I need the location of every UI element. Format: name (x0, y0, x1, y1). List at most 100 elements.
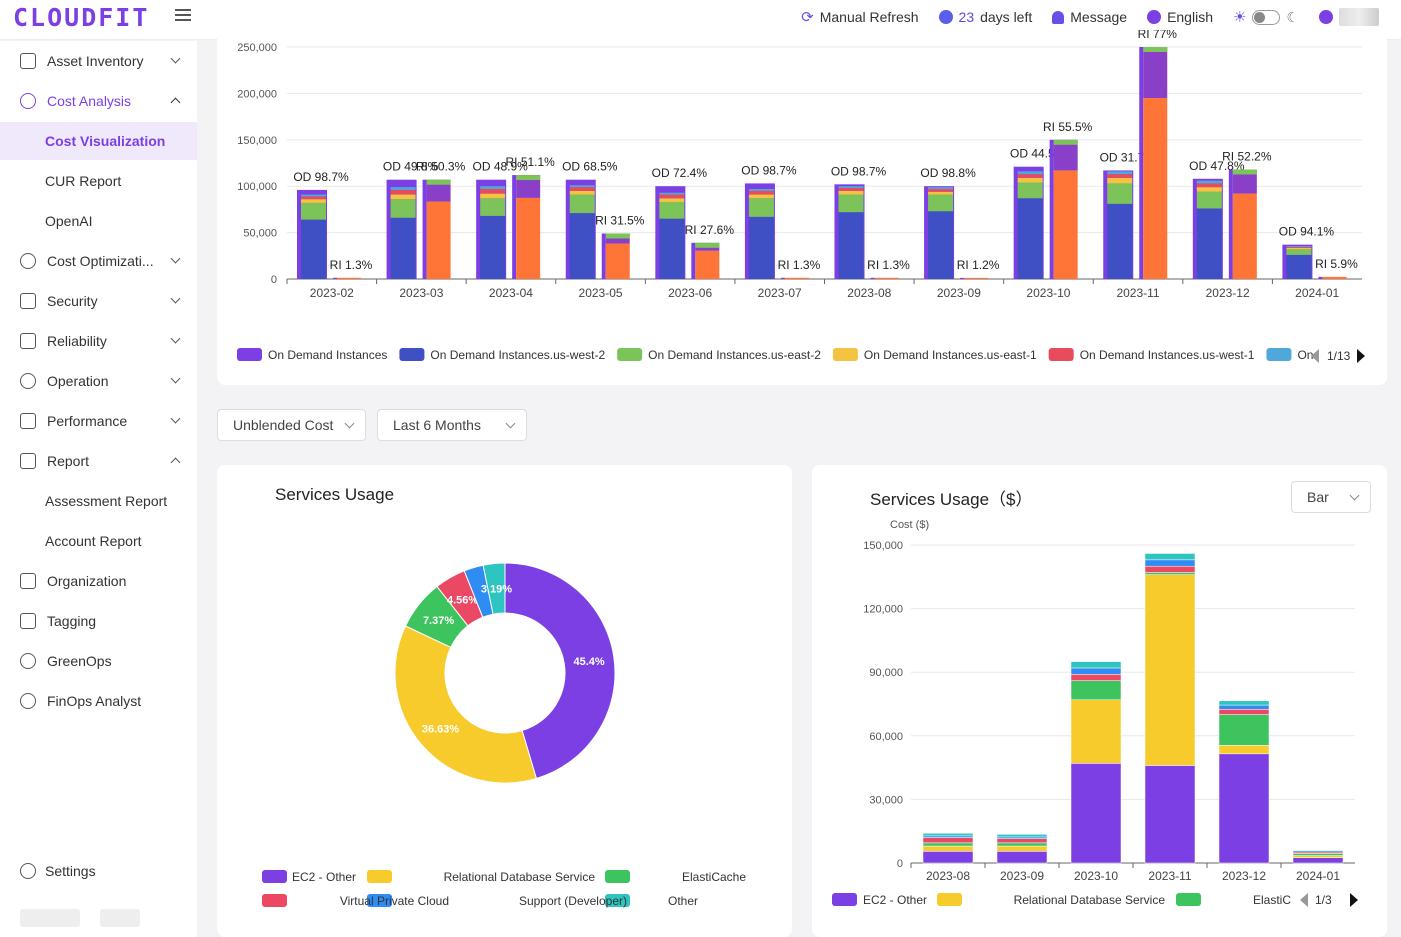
od-bar-segment (748, 198, 774, 217)
legend-label: On Demand Instances.us-east-1 (864, 348, 1037, 362)
sidebar-item-greenops[interactable]: GreenOps (0, 642, 197, 680)
sidebar-item-assessment-report[interactable]: Assessment Report (45, 493, 168, 509)
od-bar-segment (1196, 180, 1222, 184)
legend-swatch (617, 348, 643, 361)
username-redacted (1339, 8, 1379, 26)
app-logo[interactable]: CLOUDFIT (13, 3, 150, 32)
globe-icon (1147, 10, 1162, 24)
od-bar-segment (1017, 182, 1043, 199)
inventory-icon (20, 53, 36, 69)
card-title: Services Usage（$） (870, 490, 1033, 509)
od-bar-segment (748, 216, 774, 279)
manual-refresh-button[interactable]: ⟳ Manual Refresh (801, 8, 918, 26)
sidebar-item-report[interactable]: Report (0, 442, 197, 480)
ri-bar-edge (601, 233, 606, 279)
sidebar-item-cost-optimization[interactable]: Cost Optimizati... (0, 242, 197, 280)
od-bar-segment (1196, 208, 1222, 279)
sidebar-item-reliability[interactable]: Reliability (0, 322, 197, 360)
bar-segment (1070, 763, 1122, 864)
ri-od-stacked-bar-chart[interactable]: 0 50,000 100,000 150,000 200,000 250,000 2023-… (217, 27, 1387, 385)
chart-type-select[interactable]: Bar (1291, 481, 1371, 513)
ri-label: RI 27.6% (685, 223, 735, 237)
sidebar-item-cur-report[interactable]: CUR Report (45, 173, 122, 189)
sidebar-item-cost-analysis[interactable]: Cost Analysis (0, 82, 197, 120)
legend-label: On Demand Instances.us-east-2 (648, 348, 821, 362)
chevron-down-icon (170, 333, 181, 344)
sidebar-item-openai[interactable]: OpenAI (45, 213, 93, 229)
sidebar-item-account-report[interactable]: Account Report (45, 533, 142, 549)
sidebar-item-organization[interactable]: Organization (0, 562, 197, 600)
x-tick-label: 2023-10 (1074, 869, 1118, 883)
legend-swatch (1048, 348, 1074, 361)
cost-type-select[interactable]: Unblended Cost (217, 409, 366, 441)
od-bar-segment (1196, 191, 1222, 209)
cloud-icon (20, 373, 36, 389)
od-bar-segment (748, 194, 774, 199)
ri-label: RI 1.3% (778, 258, 821, 272)
bar-segment (996, 834, 1048, 838)
message-button[interactable]: Message (1052, 9, 1127, 25)
legend-swatch (605, 870, 630, 883)
sidebar-item-performance[interactable]: Performance (0, 402, 197, 440)
od-bar-segment (748, 188, 774, 191)
ri-label: RI 1.3% (330, 258, 373, 272)
od-bar-segment (1286, 246, 1312, 247)
sidebar-item-security[interactable]: Security (0, 282, 197, 320)
sidebar-item-settings[interactable]: Settings (0, 852, 197, 890)
ri-bar-segment (874, 277, 899, 279)
moon-icon: ☾ (1286, 8, 1299, 25)
legend-label: ElastiCache (682, 870, 746, 884)
period-select[interactable]: Last 6 Months (377, 409, 527, 441)
x-tick-label: 2023-11 (1116, 286, 1159, 300)
user-menu[interactable] (1319, 8, 1379, 26)
clock-icon (938, 10, 953, 24)
od-bar-segment (301, 194, 326, 197)
menu-toggle-icon[interactable] (175, 9, 191, 23)
theme-switcher[interactable]: ☀ ☾ (1232, 8, 1299, 27)
od-bar-segment (1107, 183, 1133, 204)
ri-bar-edge (422, 179, 427, 279)
bar-segment (996, 851, 1048, 864)
bar-segment (1218, 753, 1270, 864)
period-value: Last 6 Months (393, 417, 481, 433)
chevron-down-icon (505, 418, 516, 429)
services-usage-bar-card: Services Usage（$） Bar Cost ($) 0 30,000 60,… (812, 465, 1387, 937)
ri-bar-segment (784, 277, 809, 279)
sidebar-item-operation[interactable]: Operation (0, 362, 197, 400)
od-bar-segment (838, 188, 864, 191)
chevron-up-icon (170, 97, 181, 108)
od-bar-segment (1107, 171, 1133, 175)
bar-segment (996, 842, 1048, 847)
sidebar-item-tagging[interactable]: Tagging (0, 602, 197, 640)
ri-bar-segment (695, 242, 720, 248)
chevron-up-icon (170, 457, 181, 468)
od-bar-segment (928, 188, 954, 192)
legend-prev-icon (1311, 349, 1319, 363)
sidebar-item-label: Performance (47, 413, 128, 429)
sidebar-item-finops-analyst[interactable]: FinOps Analyst (0, 682, 197, 720)
od-bar-segment (928, 191, 954, 195)
message-label: Message (1070, 9, 1128, 25)
ri-bar-segment (1143, 98, 1168, 279)
od-bar-segment (301, 219, 326, 279)
bar-segment (1218, 700, 1270, 706)
chevron-down-icon (170, 293, 181, 304)
language-selector[interactable]: English (1147, 9, 1213, 25)
services-donut-chart[interactable]: 45.4% 36.63% 7.37% 4.56%3.19% EC2 - Other Rel… (217, 465, 792, 937)
od-bar-segment (659, 198, 685, 202)
ri-bar-segment (1143, 47, 1168, 99)
sidebar-item-asset-inventory[interactable]: Asset Inventory (0, 42, 197, 80)
ri-bar-edge (333, 277, 337, 279)
y-tick-label: 200,000 (237, 88, 277, 100)
sidebar-item-label: Operation (47, 373, 109, 389)
od-bar-segment (1286, 246, 1312, 248)
sun-icon: ☀ (1232, 9, 1247, 26)
trial-days-indicator[interactable]: 23 days left (938, 9, 1032, 25)
sidebar-item-cost-visualization[interactable]: Cost Visualization (0, 122, 197, 160)
od-bar-segment (659, 201, 685, 219)
ri-bar-segment (516, 197, 541, 279)
bar-segment (1218, 714, 1270, 746)
od-bar-segment (1017, 174, 1043, 178)
theme-toggle[interactable] (1252, 9, 1281, 25)
services-stacked-bar-chart[interactable]: Cost ($) 0 30,000 60,000 90,000 120,000 150,00… (812, 465, 1387, 937)
